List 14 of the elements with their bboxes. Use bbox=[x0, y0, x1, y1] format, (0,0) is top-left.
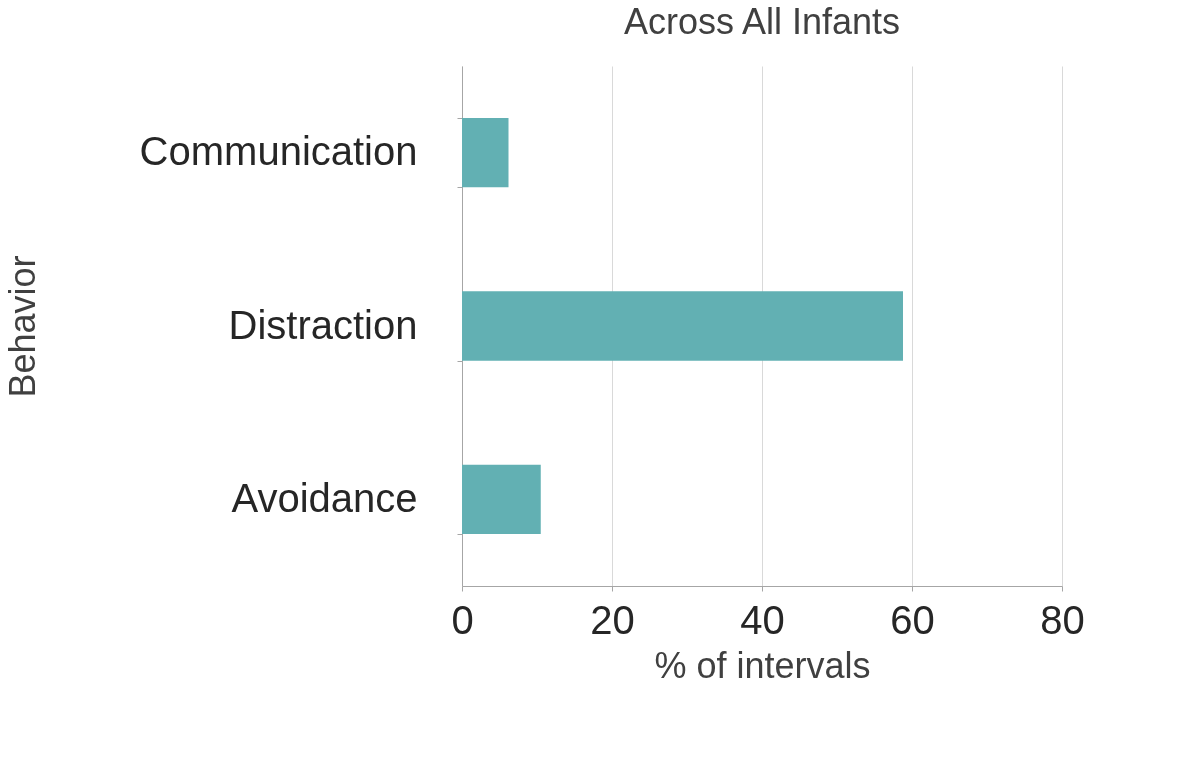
y-axis-title: Behavior bbox=[1, 255, 43, 398]
y-tick-label: Avoidance bbox=[231, 475, 418, 520]
x-tick-label: 40 bbox=[740, 597, 785, 642]
x-axis-title: % of intervals bbox=[654, 644, 871, 686]
x-tick-label: 20 bbox=[590, 597, 635, 642]
bar bbox=[462, 118, 509, 188]
y-tick-label: Communication bbox=[139, 129, 418, 174]
chart-title: Across All Infants bbox=[623, 1, 901, 42]
x-tick-label: 0 bbox=[451, 597, 474, 642]
x-tick-label: 60 bbox=[890, 597, 935, 642]
bar bbox=[462, 291, 903, 361]
y-tick-label: Distraction bbox=[228, 302, 418, 347]
bar bbox=[462, 464, 541, 534]
x-tick-label: 80 bbox=[1040, 597, 1085, 642]
